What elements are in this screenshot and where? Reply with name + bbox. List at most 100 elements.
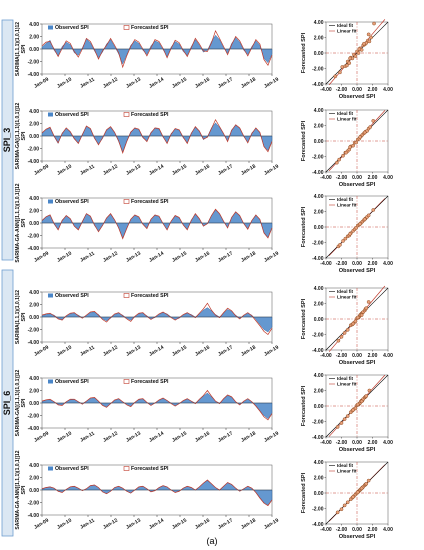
x-tick-label: -2.00 — [336, 440, 348, 446]
y-tick-label: -4.00 — [312, 435, 324, 441]
x-tick-label: 0.00 — [352, 353, 362, 359]
x-tick-label: Jan-16 — [194, 163, 211, 176]
x-tick-label: 0.00 — [352, 440, 362, 446]
x-tick-label: Jan-15 — [171, 344, 188, 357]
scatter-point — [353, 319, 358, 324]
group-band — [1, 269, 14, 537]
forecasted-spi-line — [41, 302, 273, 336]
y-axis-title: Forecasted SPI — [301, 32, 307, 73]
scatter-point — [368, 125, 372, 129]
scatter-point — [358, 222, 362, 226]
x-tick-label: -4.00 — [320, 527, 332, 533]
y-tick-label: 0.00 — [314, 51, 324, 57]
scatter-panels: 4.002.000.00-2.00-4.00-4.00 -2.00 0.00 2.00… — [301, 19, 393, 540]
x-tick-label: Jan-14 — [148, 76, 165, 89]
y-tick-label: -4.00 — [312, 256, 324, 262]
y-axis-title: Forecasted SPI — [301, 298, 307, 339]
scatter-point — [344, 150, 348, 155]
y-tick-label: -4.00 — [28, 72, 40, 78]
x-tick-label: Jan-16 — [194, 430, 211, 443]
y-axis-title: SPI — [21, 398, 27, 407]
x-tick-label: 2.00 — [368, 440, 378, 446]
y-tick-label: 2.00 — [29, 475, 39, 481]
y-tick-label: 4.00 — [314, 286, 324, 292]
scatter-panel: 4.00 2.00 0.00 -2.00 -4.00-4.00 -2.00 0.00 2.00… — [301, 108, 393, 188]
y-tick-label: -2.00 — [28, 59, 40, 65]
legend-label-linear-fit: Linear fit — [337, 295, 357, 300]
scatter-point — [353, 54, 358, 58]
scatter-point — [359, 313, 364, 317]
model-name-label: SARIMA(1,1,1)(1,0,1)12 — [15, 22, 21, 76]
legend-swatch-observed — [48, 293, 53, 298]
y-axis-title: SPI — [21, 485, 27, 494]
y-axis-title: SPI — [21, 312, 27, 321]
y-tick-label: 2.00 — [29, 208, 39, 214]
group-band — [1, 19, 14, 261]
scatter-point — [351, 495, 355, 499]
scatter-point — [342, 503, 347, 508]
legend-label-forecasted: Forecasted SPI — [131, 112, 169, 118]
legend-swatch-forecasted — [123, 112, 130, 117]
y-tick-label: -4.00 — [312, 170, 324, 176]
y-tick-label: 0.00 — [29, 315, 39, 321]
x-tick-label: Jan-12 — [102, 344, 119, 357]
y-tick-label: -4.00 — [312, 348, 324, 354]
x-tick-label: Jan-14 — [148, 250, 165, 263]
y-axis-title: Forecasted SPI — [301, 120, 307, 161]
y-tick-label: 4.00 — [29, 196, 39, 202]
forecasted-spi-line — [41, 118, 273, 154]
x-tick-label: Jan-16 — [194, 76, 211, 89]
y-axis-title: SPI — [21, 218, 27, 227]
scatter-point — [364, 481, 369, 486]
legend-label-forecasted: Forecasted SPI — [131, 25, 169, 31]
legend-label-observed: Observed SPI — [55, 379, 89, 385]
model-name-label: SARIMA-GA[(1,1,1)(1,0,1)]12 — [15, 369, 21, 436]
scatter-point — [351, 321, 355, 326]
y-tick-label: 2.00 — [314, 388, 324, 394]
scatter-panel: 4.00 2.00 0.00 -2.00 -4.00-4.00 -2.00 0.00 2.00… — [301, 194, 393, 274]
x-tick-label: Jan-11 — [79, 251, 96, 264]
y-tick-label: -4.00 — [28, 246, 40, 252]
x-tick-label: Jan-09 — [33, 250, 50, 263]
scatter-point — [369, 35, 373, 40]
x-tick-label: Jan-17 — [217, 344, 234, 357]
x-tick-label: -4.00 — [320, 353, 332, 359]
y-tick-label: 4.00 — [29, 109, 39, 115]
scatter-point — [348, 232, 352, 236]
x-axis-title: Observed SPI — [339, 447, 376, 453]
x-tick-label: Jan-14 — [148, 163, 165, 176]
y-tick-label: -4.00 — [28, 513, 40, 519]
figure-caption: (a) — [207, 536, 218, 546]
x-tick-label: Jan-09 — [33, 430, 50, 443]
y-tick-label: -4.00 — [312, 82, 324, 88]
x-tick-label: Jan-10 — [56, 76, 73, 89]
scatter-point — [364, 306, 369, 310]
scatter-point — [348, 145, 352, 149]
x-tick-label: Jan-12 — [102, 517, 119, 530]
y-tick-label: 0.00 — [29, 401, 39, 407]
x-tick-label: Jan-09 — [33, 163, 50, 176]
scatter-point — [362, 130, 367, 135]
x-tick-label: Jan-14 — [148, 430, 165, 443]
y-tick-label: 0.00 — [314, 491, 324, 497]
scatter-point — [357, 47, 362, 51]
scatter-point — [339, 335, 344, 339]
y-tick-label: -2.00 — [28, 500, 40, 506]
scatter-point — [341, 153, 345, 158]
x-tick-label: Jan-18 — [240, 517, 257, 530]
scatter-point — [339, 421, 344, 425]
y-tick-label: 2.00 — [314, 301, 324, 307]
forecasted-spi-line — [41, 479, 273, 507]
x-tick-label: Jan-19 — [263, 344, 280, 357]
forecasted-spi-line — [41, 389, 273, 421]
x-tick-label: -4.00 — [320, 440, 332, 446]
model-name-label: SARIMA-GA-ANN[(1,1,1)(1,0,1)]12 — [15, 450, 21, 529]
observed-spi-area — [41, 307, 273, 333]
x-tick-label: Jan-18 — [240, 250, 257, 263]
x-tick-label: Jan-15 — [171, 76, 188, 89]
scatter-point — [364, 394, 369, 398]
legend-label-linear-fit: Linear fit — [337, 382, 357, 387]
